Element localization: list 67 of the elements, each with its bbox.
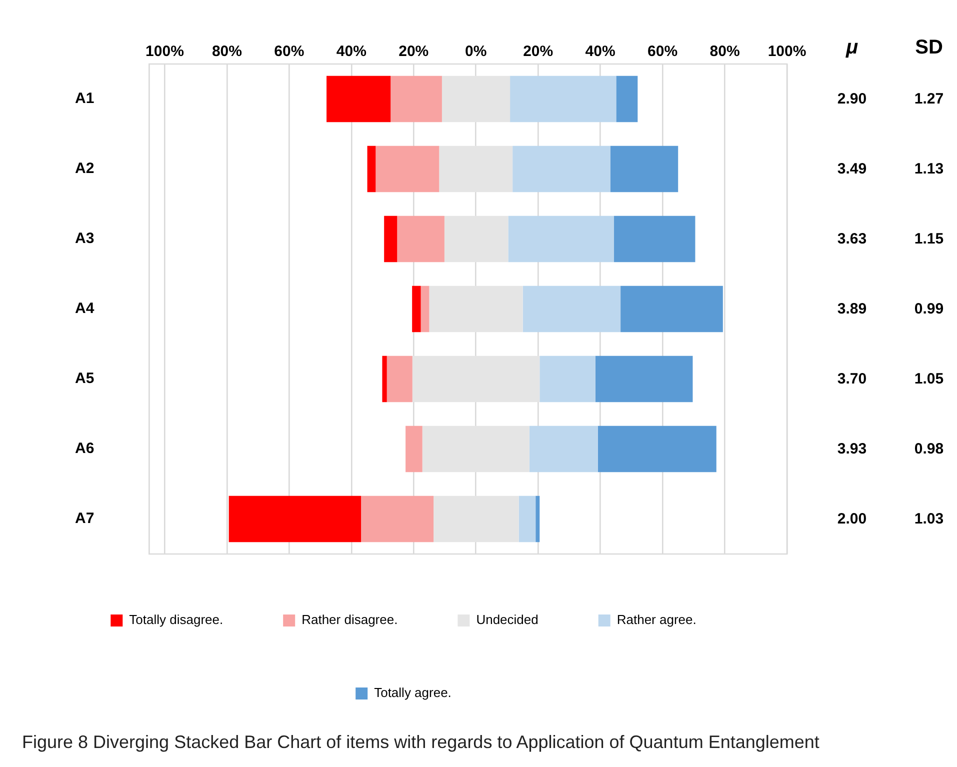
text: 1.27 [914, 90, 944, 108]
x-tick-label: 40% [336, 43, 366, 60]
y-tick-label: A7 [74, 510, 94, 528]
bar [510, 76, 616, 122]
bar [522, 286, 621, 332]
y-tick-label: A3 [74, 230, 94, 248]
x-tick-label: 20% [523, 43, 554, 60]
text: 1.15 [914, 230, 944, 248]
bar [397, 216, 444, 262]
text: 3.70 [837, 370, 867, 388]
text: 1.03 [914, 510, 944, 528]
bar [326, 76, 391, 122]
bar [367, 146, 376, 192]
x-tick-label: 40% [585, 43, 616, 60]
bar [512, 146, 610, 192]
bar [610, 146, 678, 192]
x-tick-label: 0% [465, 43, 487, 60]
caption: Figure 8 Diverging Stacked Bar Chart of items with regards to Application of Quantum Entanglement [22, 732, 820, 753]
bar [598, 426, 716, 472]
text: 3.89 [837, 300, 867, 318]
bar [228, 496, 362, 542]
x-tick-label: 100% [768, 43, 806, 60]
legend-label: Totally agree. [374, 685, 452, 700]
bar [376, 146, 440, 192]
legend-label: Totally disagree. [129, 612, 224, 628]
text: 0.99 [914, 300, 944, 318]
bar [540, 356, 596, 402]
text: 3.63 [837, 230, 867, 248]
bar [386, 356, 412, 402]
y-tick-label: A4 [74, 300, 95, 318]
x-tick-label: 20% [398, 43, 429, 60]
text: 3.93 [837, 440, 867, 458]
y-tick-label: A1 [74, 90, 94, 108]
bar [616, 76, 638, 122]
x-tick-label: 60% [648, 43, 678, 60]
text: 3.49 [837, 160, 867, 178]
text: 0.98 [914, 440, 944, 458]
bar [536, 496, 540, 542]
x-tick-label: 100% [146, 43, 184, 60]
x-tick-label: 80% [212, 43, 242, 60]
text: μ [846, 36, 858, 60]
bar [412, 286, 421, 332]
bar [620, 286, 723, 332]
x-tick-label: 80% [710, 43, 740, 60]
legend-label: Rather disagree. [302, 612, 398, 628]
x-tick-label: 60% [274, 43, 304, 60]
bar [595, 356, 693, 402]
legend-label: Rather agree. [616, 612, 696, 628]
text: 1.13 [914, 160, 944, 178]
y-tick-label: A2 [74, 160, 94, 178]
bar [614, 216, 696, 262]
y-tick-label: A5 [74, 370, 94, 388]
bar [406, 426, 422, 472]
bar [529, 426, 598, 472]
legend-label: Undecided [476, 612, 538, 628]
text: 2.90 [837, 90, 867, 108]
bar [382, 356, 387, 402]
bar [518, 496, 536, 542]
bar [508, 216, 614, 262]
y-tick-label: A6 [74, 440, 94, 458]
text: SD [915, 36, 943, 60]
text: 2.00 [837, 510, 867, 528]
bar [361, 496, 434, 542]
bar [384, 216, 398, 262]
bar [420, 286, 430, 332]
text: 1.05 [914, 370, 944, 388]
bar [390, 76, 442, 122]
